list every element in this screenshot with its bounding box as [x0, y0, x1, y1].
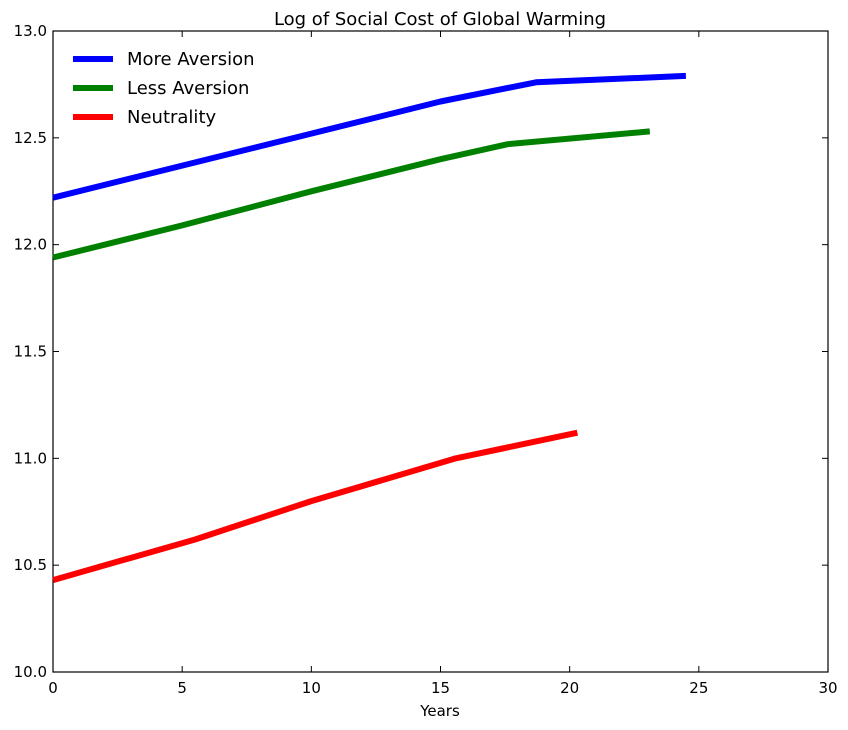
- x-axis-label: Years: [419, 702, 460, 720]
- x-axis: 0 5 10 15 20 25 30: [48, 31, 838, 697]
- x-tick-label: 25: [689, 679, 708, 697]
- y-tick-label: 11.0: [14, 449, 47, 467]
- y-tick-label: 10.5: [14, 556, 47, 574]
- y-tick-label: 10.0: [14, 663, 47, 681]
- x-tick-label: 30: [818, 679, 837, 697]
- legend: More Aversion Less Aversion Neutrality: [73, 49, 255, 128]
- legend-label: Neutrality: [127, 107, 216, 128]
- series-lines: [52, 72, 687, 583]
- chart-title: Log of Social Cost of Global Warming: [274, 9, 606, 30]
- plot-area: [52, 30, 829, 673]
- legend-label: Less Aversion: [127, 78, 249, 99]
- x-tick-label: 20: [560, 679, 579, 697]
- y-axis: 10.0 10.5 11.0 11.5 12.0 12.5 13.0: [14, 22, 828, 681]
- y-tick-label: 12.5: [14, 129, 47, 147]
- legend-label: More Aversion: [127, 49, 255, 70]
- series-line-less-aversion: [52, 128, 651, 261]
- x-tick-label: 15: [431, 679, 450, 697]
- y-tick-label: 13.0: [14, 22, 47, 40]
- x-tick-label: 5: [177, 679, 187, 697]
- series-line-more-aversion: [52, 72, 687, 201]
- x-tick-label: 10: [302, 679, 321, 697]
- series-line-neutrality: [52, 429, 579, 583]
- y-tick-label: 11.5: [14, 343, 47, 361]
- x-tick-label: 0: [48, 679, 58, 697]
- y-tick-label: 12.0: [14, 236, 47, 254]
